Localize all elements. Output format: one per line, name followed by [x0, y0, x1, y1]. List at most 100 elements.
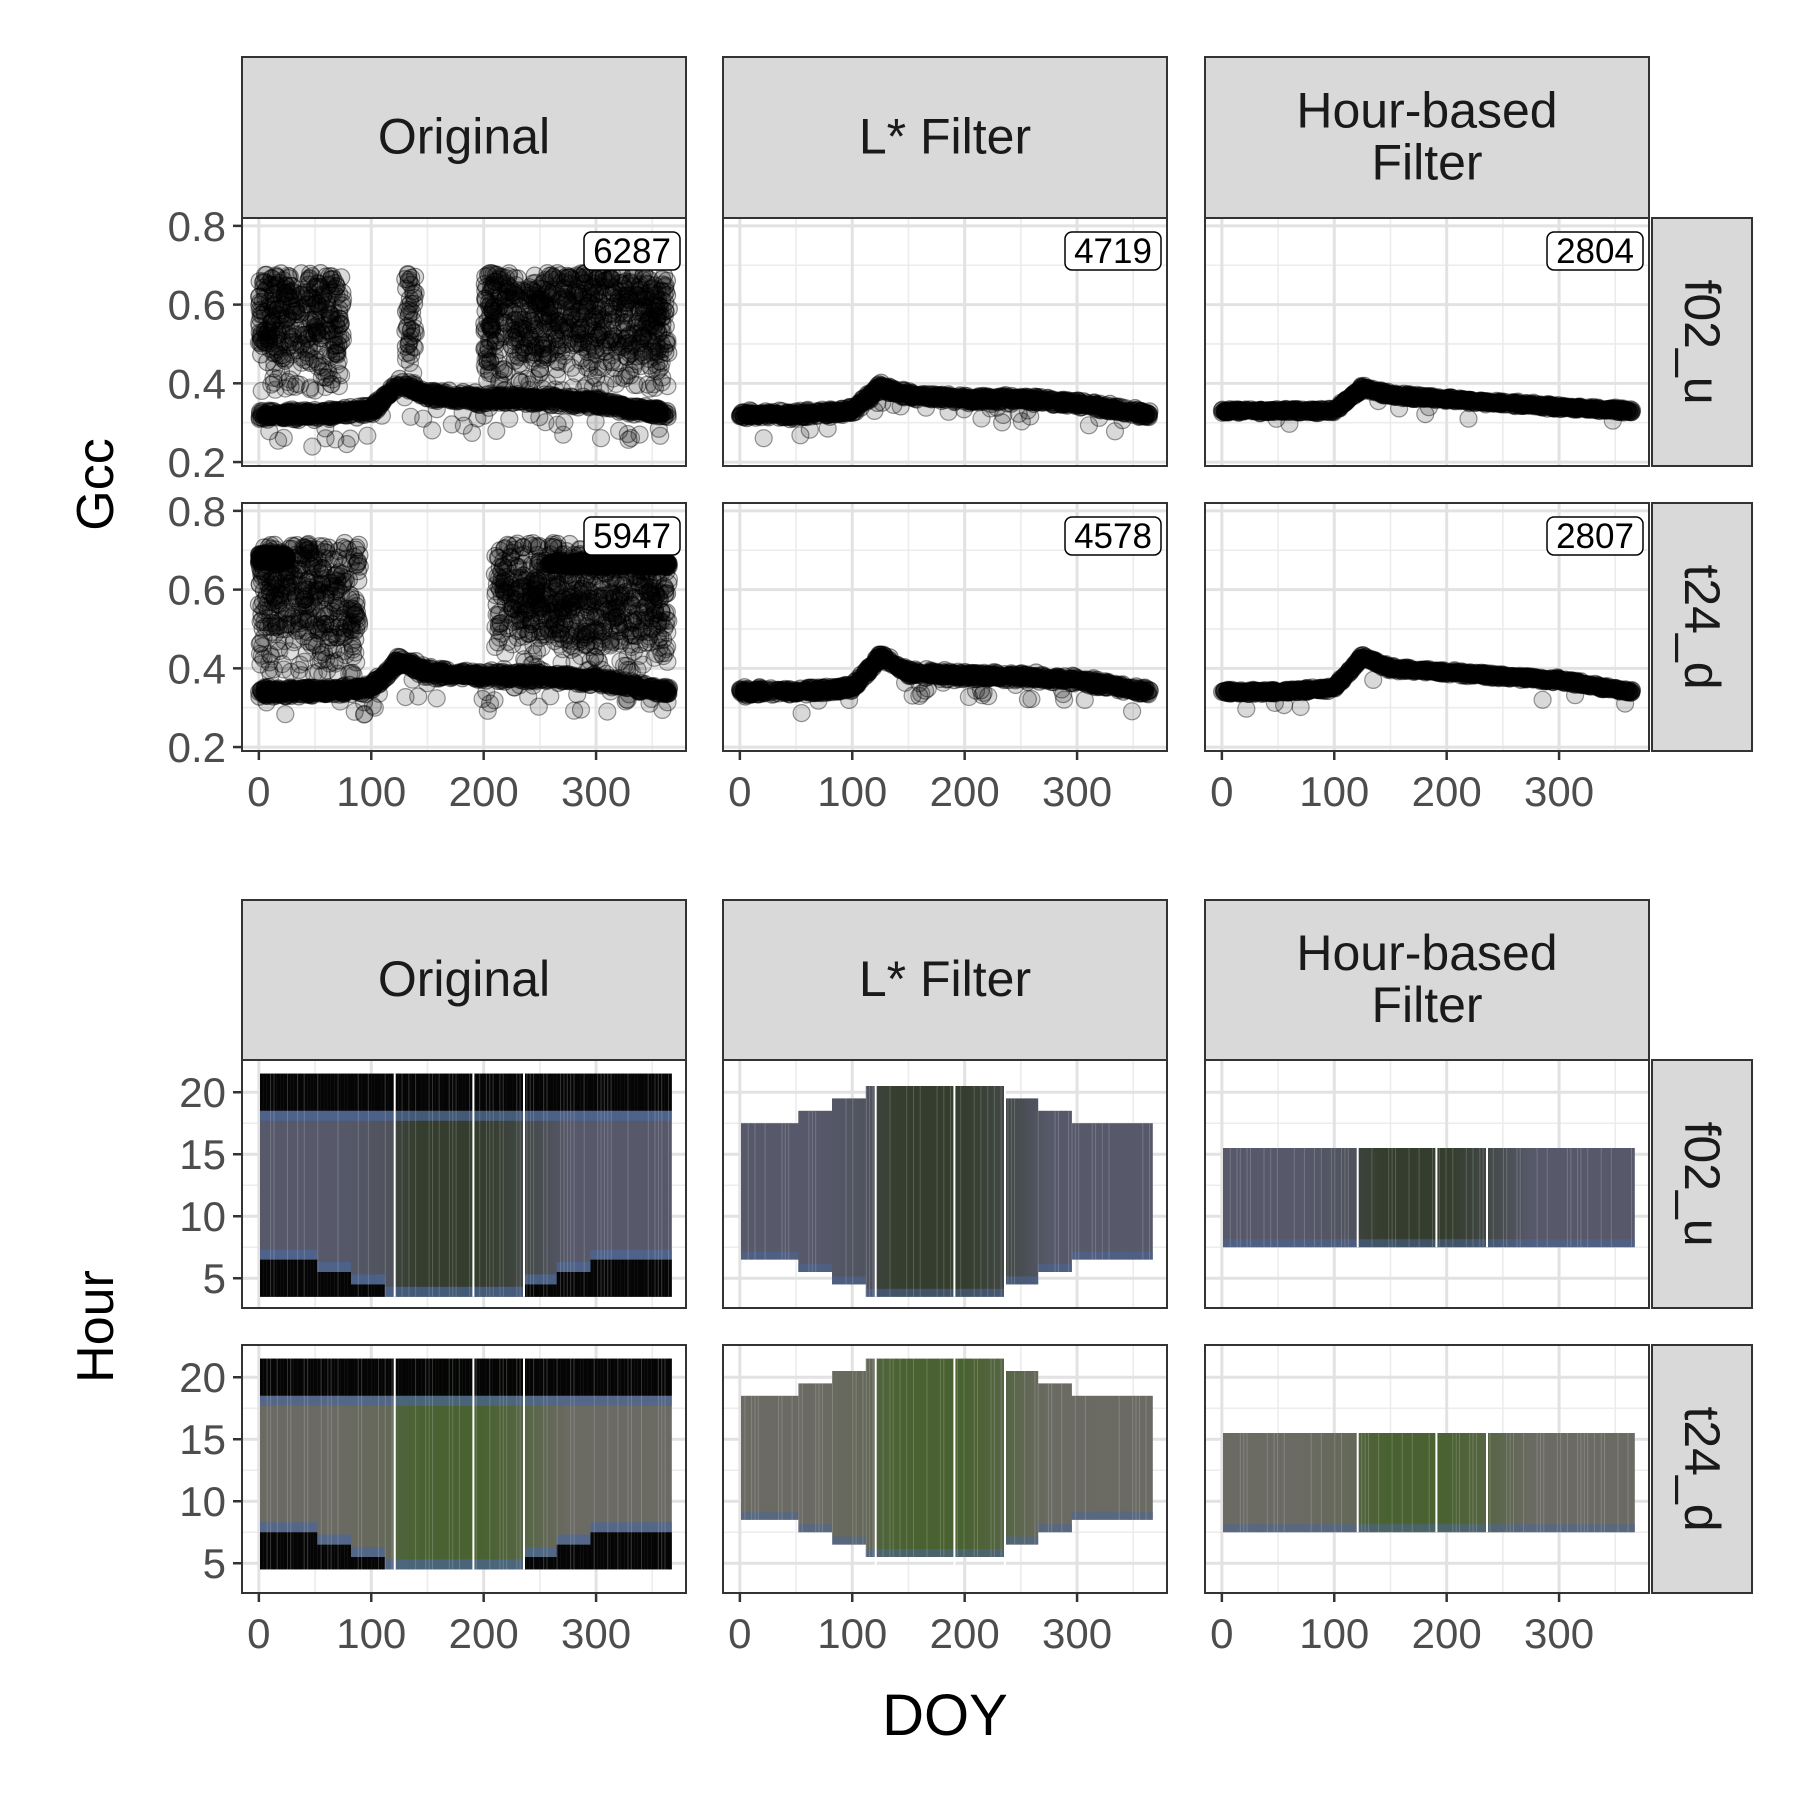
- data-point: [544, 387, 563, 406]
- data-point: [395, 379, 414, 398]
- data-point: [462, 387, 481, 406]
- data-point: [534, 392, 554, 411]
- data-point: [486, 391, 505, 410]
- data-point: [372, 406, 391, 425]
- data-point: [380, 385, 399, 404]
- data-point: [454, 389, 473, 408]
- data-point: [265, 353, 284, 372]
- data-point: [1037, 390, 1057, 409]
- data-point: [501, 391, 520, 410]
- data-point: [568, 685, 587, 704]
- data-point: [648, 402, 667, 421]
- data-point: [524, 387, 543, 406]
- data-point: [289, 296, 308, 315]
- data-point: [527, 296, 546, 315]
- data-point: [289, 411, 308, 430]
- data-point: [486, 332, 505, 351]
- data-point: [330, 285, 349, 304]
- data-point: [432, 387, 451, 406]
- data-point: [588, 360, 607, 379]
- data-point: [545, 313, 564, 332]
- data-point: [453, 403, 472, 422]
- data-point: [1012, 412, 1031, 431]
- data-point: [310, 340, 329, 360]
- data-point: [527, 390, 546, 409]
- data-point: [576, 394, 595, 413]
- data-point: [492, 391, 511, 410]
- data-point: [541, 687, 560, 706]
- data-point: [759, 408, 778, 427]
- data-point: [554, 425, 573, 444]
- data-point: [648, 404, 668, 423]
- data-point: [586, 412, 605, 431]
- data-point: [619, 430, 638, 449]
- data-point: [445, 388, 464, 407]
- data-point: [579, 398, 599, 417]
- data-point: [583, 377, 603, 396]
- data-point: [469, 388, 488, 408]
- data-point: [291, 401, 310, 420]
- data-point: [520, 375, 539, 394]
- data-point: [338, 403, 357, 422]
- data-point: [341, 429, 360, 448]
- data-point: [367, 395, 386, 414]
- data-point: [275, 404, 294, 423]
- data-point: [354, 400, 373, 419]
- data-point: [391, 377, 410, 396]
- data-point: [376, 385, 395, 404]
- data-point: [791, 426, 810, 445]
- data-point: [492, 390, 511, 410]
- data-point: [506, 286, 525, 305]
- data-point: [1511, 396, 1530, 415]
- data-point: [295, 405, 314, 424]
- data-point: [363, 696, 382, 715]
- data-point: [734, 408, 754, 427]
- data-point: [363, 405, 382, 424]
- data-point: [432, 664, 451, 683]
- data-point: [365, 394, 384, 413]
- data-point: [400, 343, 419, 362]
- data-point: [1113, 411, 1132, 430]
- data-point: [1090, 408, 1109, 427]
- data-point: [542, 266, 562, 285]
- data-point: [496, 381, 515, 400]
- data-point: [868, 393, 887, 412]
- data-point: [348, 401, 368, 420]
- data-point: [644, 404, 664, 423]
- data-point: [257, 693, 276, 712]
- data-point: [367, 399, 386, 418]
- data-point: [266, 301, 285, 320]
- data-point: [285, 405, 304, 424]
- data-point: [367, 401, 386, 420]
- data-point: [313, 362, 332, 381]
- data-point: [439, 386, 458, 405]
- data-point: [1459, 409, 1478, 428]
- data-point: [1236, 401, 1255, 420]
- data-point: [783, 403, 802, 422]
- data-point: [283, 359, 302, 378]
- data-point: [1336, 391, 1355, 410]
- data-point: [618, 398, 638, 418]
- data-point: [611, 397, 631, 416]
- data-point: [627, 397, 646, 416]
- data-point: [286, 336, 305, 355]
- data-point: [502, 389, 521, 408]
- data-point: [364, 396, 383, 415]
- data-point: [331, 326, 350, 346]
- data-point: [466, 387, 485, 406]
- data-point: [278, 403, 297, 422]
- data-point: [313, 402, 332, 421]
- data-point: [448, 387, 467, 406]
- data-point: [1544, 399, 1564, 418]
- data-point: [358, 426, 377, 445]
- data-point: [1618, 401, 1637, 421]
- data-point: [607, 330, 627, 349]
- data-point: [353, 405, 372, 424]
- data-point: [256, 408, 275, 427]
- data-point: [382, 378, 401, 397]
- data-point: [598, 702, 617, 721]
- data-point: [552, 381, 572, 400]
- data-point: [581, 392, 601, 411]
- data-point: [623, 400, 642, 419]
